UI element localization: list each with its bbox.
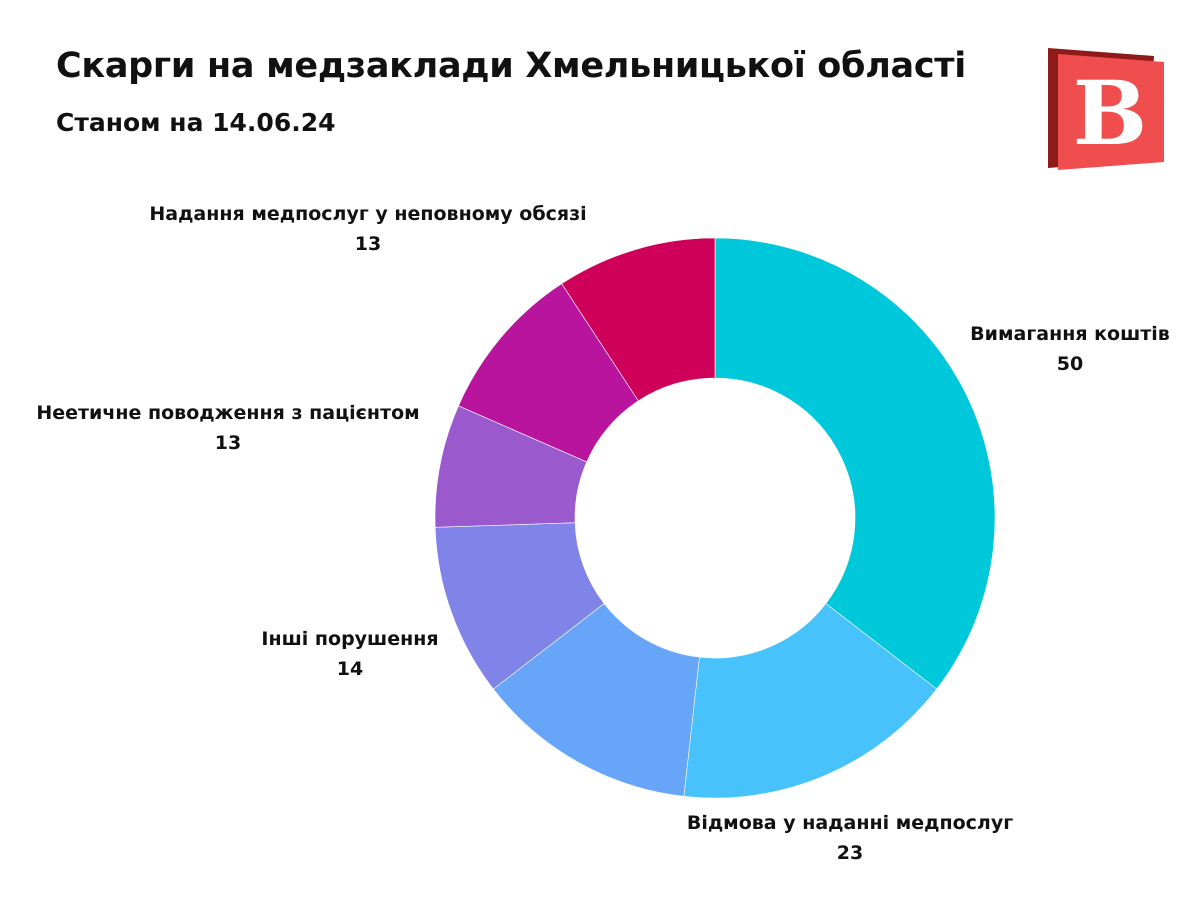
slice-value-0: 50: [1057, 353, 1083, 375]
slice-label-1: Відмова у наданні медпослуг: [687, 812, 1013, 834]
donut-slice-2: [492, 603, 700, 797]
brand-logo: В: [1048, 48, 1164, 170]
slice-value-3: 14: [337, 658, 363, 680]
slice-label-5: Неетичне поводження з пацієнтом: [36, 402, 419, 424]
donut-slice-1: [683, 603, 938, 799]
slice-label-3: Інші порушення: [261, 628, 438, 650]
slice-label-6: Надання медпослуг у неповному обсязі: [149, 203, 586, 225]
logo-face: [1058, 54, 1164, 170]
chart-title: Скарги на медзаклади Хмельницької област…: [56, 46, 966, 86]
slice-label-0: Вимагання коштів: [970, 323, 1170, 345]
slice-value-6: 13: [355, 233, 381, 255]
slice-value-5: 13: [215, 432, 241, 454]
slice-value-1: 23: [837, 842, 863, 864]
chart-subtitle: Станом на 14.06.24: [56, 108, 336, 137]
donut-slice-0: [714, 237, 996, 690]
logo-letter: В: [1073, 61, 1147, 165]
donut-slice-6: [561, 237, 716, 402]
